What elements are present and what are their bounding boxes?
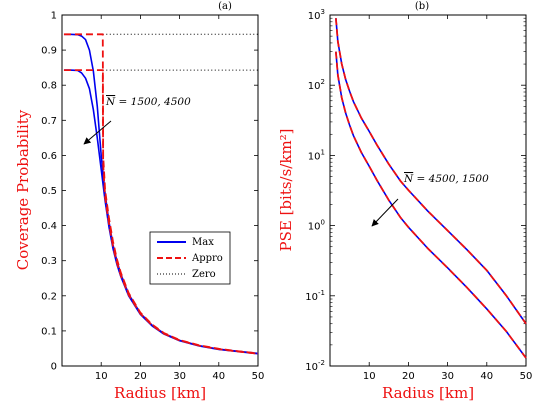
plot-frame-a	[61, 14, 259, 367]
series-appro-curve-2	[63, 69, 259, 355]
series-max-curve-2	[335, 51, 527, 359]
x-axis-label-b: Radius [km]	[382, 384, 474, 402]
y-tick-label-a: 0.9	[41, 46, 57, 57]
annotation-a-arrow	[83, 120, 112, 145]
legend-box	[149, 231, 231, 285]
annotation-a-overlined: N	[105, 96, 116, 108]
x-tick-label-b: 30	[441, 371, 454, 382]
annotation-b-text: N = 4500, 1500	[403, 173, 489, 185]
coverage-probability-chart: (a) 10 20 30 40 50 0 0.1 0.2 0.3 0.4 0.5 0.6 0.7 0.8 0…	[14, 1, 264, 402]
x-axis-label-a: Radius [km]	[114, 384, 206, 402]
y-tick-label-a: 0.5	[41, 186, 57, 197]
series-appro-curve-1	[63, 33, 259, 355]
y-axis-label-a: Coverage Probability	[14, 109, 32, 270]
y-tick-exponent: -2	[318, 359, 325, 367]
curves-b	[334, 18, 527, 359]
y-tick-label-a: 0.4	[41, 221, 57, 232]
legend-max-label: Max	[192, 237, 214, 248]
annotation-b-overlined: N	[403, 173, 414, 185]
x-tick-label-a: 50	[252, 371, 265, 382]
y-tick-exponent: -1	[318, 289, 325, 297]
annotation-b-rest: = 4500, 1500	[413, 173, 489, 185]
series-appro-curve-1	[334, 18, 527, 325]
y-axis-label-b: PSE [bits/s/km²]	[277, 128, 295, 251]
x-tick-label-b: 10	[363, 371, 376, 382]
y-tick-base: 10	[305, 362, 318, 373]
y-tick-label-b: 10-2	[305, 359, 325, 373]
series-max-curve-1	[63, 33, 259, 355]
y-tick-base: 10	[308, 151, 321, 162]
x-tick-label-b: 40	[480, 371, 493, 382]
y-tick-label-a: 0.3	[41, 256, 57, 267]
y-tick-base: 10	[308, 222, 321, 233]
axis-ticks-a: 10 20 30 40 50 0 0.1 0.2 0.3 0.4 0.5 0.6 0.7 0.8 0.9 1	[41, 11, 264, 383]
y-tick-label-b: 103	[308, 8, 325, 22]
y-tick-label-a: 0.2	[41, 291, 57, 302]
x-tick-label-a: 30	[173, 371, 186, 382]
y-tick-label-a: 0.6	[41, 151, 57, 162]
y-tick-base: 10	[308, 11, 321, 22]
y-tick-base: 10	[308, 81, 321, 92]
series-appro-curve-2	[334, 51, 527, 359]
y-tick-label-b: 102	[308, 78, 325, 92]
y-tick-exponent: 3	[321, 8, 325, 16]
annotation-b: N = 4500, 1500	[371, 173, 489, 227]
y-tick-label-b: 100	[308, 219, 325, 233]
y-tick-base: 10	[305, 292, 318, 303]
panel-a-label: (a)	[218, 1, 232, 12]
y-tick-label-a: 0.8	[41, 81, 57, 92]
y-tick-label-a: 0.7	[41, 116, 57, 127]
x-tick-label-a: 10	[95, 371, 108, 382]
y-tick-exponent: 2	[321, 78, 325, 86]
x-tick-label-b: 20	[402, 371, 415, 382]
x-tick-label-b: 50	[520, 371, 533, 382]
y-tick-exponent: 1	[321, 148, 325, 156]
panel-b-label: (b)	[415, 1, 429, 12]
annotation-a-rest: = 1500, 4500	[115, 96, 191, 108]
legend-a: Max Appro Zero	[149, 231, 231, 285]
y-tick-label-a: 1	[51, 11, 57, 22]
annotation-a-text: N = 1500, 4500	[105, 96, 191, 108]
legend-appro-label: Appro	[191, 253, 223, 264]
annotation-b-arrow	[371, 198, 399, 227]
legend-zero-label: Zero	[192, 269, 216, 280]
y-tick-label-b: 10-1	[305, 289, 325, 303]
x-tick-label-a: 20	[134, 371, 147, 382]
y-tick-label-b: 101	[308, 148, 325, 162]
y-tick-exponent: 0	[321, 219, 325, 227]
curves-a	[63, 33, 259, 355]
annotation-a: N = 1500, 4500	[83, 96, 191, 145]
plot-frame-b	[329, 14, 527, 367]
series-max-curve-1	[335, 18, 527, 325]
y-tick-label-a: 0.1	[41, 326, 57, 337]
y-tick-label-a: 0	[51, 362, 57, 373]
x-tick-label-a: 40	[212, 371, 225, 382]
series-max-curve-2	[63, 69, 259, 355]
